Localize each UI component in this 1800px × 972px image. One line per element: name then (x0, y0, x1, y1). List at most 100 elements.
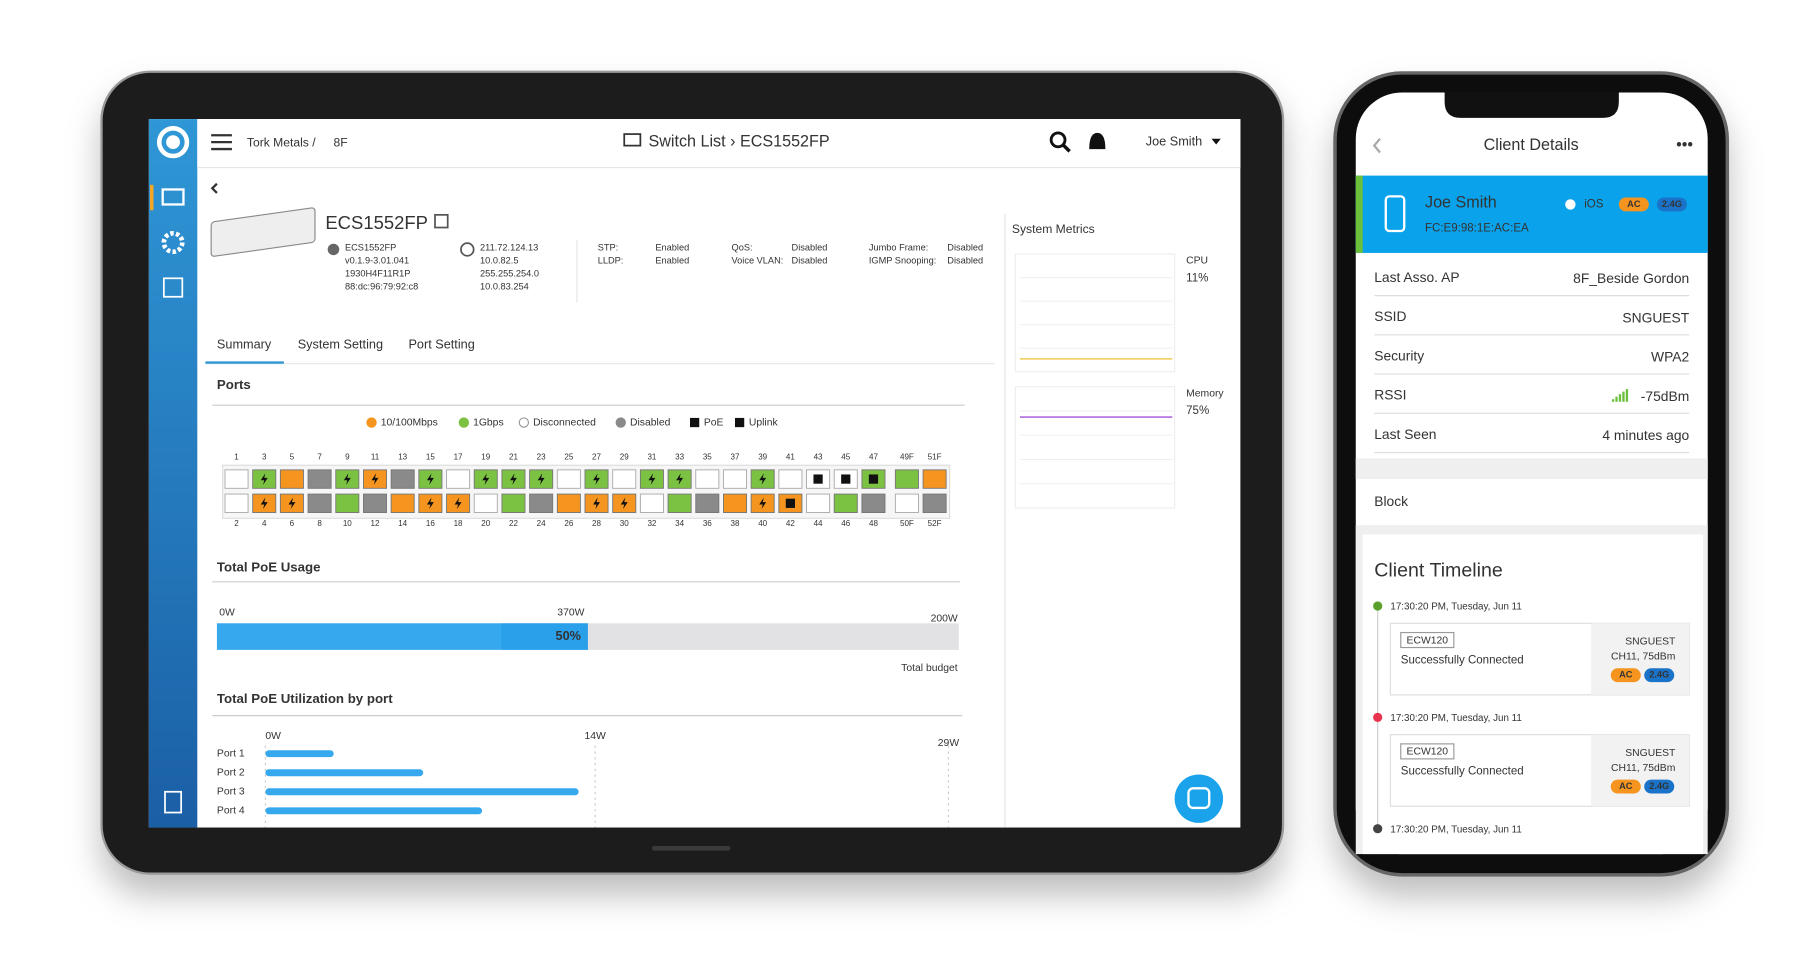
port[interactable] (695, 469, 720, 489)
poe-icon (426, 473, 434, 485)
detail-value: 4 minutes ago (1602, 427, 1689, 443)
badge (1618, 197, 1649, 212)
port-label: Port 1 (217, 748, 245, 759)
port[interactable] (667, 493, 692, 513)
x-tick-label: 29W (938, 738, 960, 749)
section-title: Total PoE Utilization by port (217, 691, 393, 706)
port[interactable] (894, 469, 919, 489)
setting-key: Voice VLAN: (732, 255, 784, 265)
menu-icon[interactable] (211, 134, 232, 151)
device-name[interactable]: ECS1552FP (325, 212, 428, 233)
poe-icon (593, 473, 600, 485)
port-number: 23 (537, 452, 546, 461)
event-card-side (1591, 623, 1690, 695)
tab[interactable]: Summary (217, 338, 272, 352)
port[interactable] (362, 493, 387, 513)
port-number: 7 (317, 452, 322, 461)
monitor-icon[interactable] (161, 188, 185, 206)
port[interactable] (307, 469, 332, 489)
setting-value: Disabled (792, 243, 828, 253)
port[interactable] (612, 469, 637, 489)
device-info: 88:dc:96:79:92:c8 (345, 282, 418, 292)
port[interactable] (390, 493, 415, 513)
building-icon[interactable] (164, 790, 183, 814)
port-number: 40 (758, 519, 767, 528)
phone-icon (1384, 195, 1406, 233)
port-number: 27 (592, 452, 601, 461)
port-number: 46 (841, 519, 850, 528)
port[interactable] (695, 493, 720, 513)
port-number: 45 (841, 452, 850, 461)
port[interactable] (639, 493, 664, 513)
port-number: 25 (564, 452, 573, 461)
poe-icon (260, 473, 268, 485)
port-number: 14 (398, 519, 407, 528)
port[interactable] (390, 469, 415, 489)
port[interactable] (307, 493, 332, 513)
more-icon[interactable]: ••• (1676, 136, 1693, 154)
port-number: 15 (426, 452, 435, 461)
phone-title: Client Details (1484, 136, 1579, 154)
block-action[interactable]: Block (1374, 493, 1408, 509)
tab[interactable]: Port Setting (408, 338, 474, 352)
port-number: 4 (262, 519, 267, 528)
chat-button[interactable] (1174, 774, 1224, 823)
port[interactable] (473, 493, 498, 513)
poe-icon (343, 473, 351, 485)
client-mac: FC:E9:98:1E:AC:EA (1425, 223, 1529, 235)
event-channel: CH11, 75dBm (1611, 763, 1675, 774)
setting-key: QoS: (732, 243, 753, 253)
port[interactable] (446, 469, 471, 489)
client-name: Joe Smith (1425, 194, 1497, 212)
port-number: 12 (371, 519, 380, 528)
tab[interactable]: System Setting (298, 338, 383, 352)
report-icon[interactable] (162, 277, 184, 298)
port-number: 11 (371, 452, 380, 461)
port[interactable] (335, 493, 360, 513)
legend-label: 10/100Mbps (381, 417, 438, 428)
device-info: 1930H4F11R1P (345, 269, 410, 279)
switch-image (210, 207, 316, 257)
section-title: Total PoE Usage (217, 559, 321, 574)
port[interactable] (279, 469, 304, 489)
settings-icon[interactable] (161, 230, 185, 255)
port[interactable] (722, 493, 747, 513)
port[interactable] (806, 493, 831, 513)
port[interactable] (861, 493, 886, 513)
poe-icon (482, 473, 490, 485)
port[interactable] (722, 469, 747, 489)
legend-swatch (615, 417, 626, 428)
detail-key: SSID (1374, 308, 1406, 324)
edit-icon[interactable] (434, 213, 449, 229)
port[interactable] (224, 493, 249, 513)
port[interactable] (778, 469, 803, 489)
phone-back[interactable] (1372, 137, 1381, 154)
back-arrow[interactable] (210, 182, 218, 194)
search-icon[interactable] (1049, 131, 1067, 149)
uplink-icon (868, 474, 879, 484)
port-number: 41 (786, 452, 795, 461)
port-number: 31 (647, 452, 656, 461)
detail-key: Last Asso. AP (1374, 269, 1459, 285)
sidebar (148, 119, 198, 828)
port[interactable] (501, 493, 526, 513)
port-number: 50F (900, 519, 914, 528)
port[interactable] (922, 493, 947, 513)
breadcrumb[interactable]: Tork Metals / (247, 136, 316, 150)
port[interactable] (922, 469, 947, 489)
port[interactable] (529, 493, 554, 513)
port[interactable] (224, 469, 249, 489)
port-number: 3 (262, 452, 267, 461)
user-name[interactable]: Joe Smith (1146, 135, 1202, 149)
bell-icon[interactable] (1089, 132, 1106, 150)
user-caret[interactable] (1211, 138, 1221, 145)
port[interactable] (556, 493, 581, 513)
section-gap (1355, 458, 1708, 480)
port-number: 30 (620, 519, 629, 528)
port[interactable] (833, 493, 858, 513)
legend-label: 1Gbps (473, 417, 504, 428)
port[interactable] (894, 493, 919, 513)
port[interactable] (556, 469, 581, 489)
active-indicator (150, 184, 154, 211)
badge-text: AC (1627, 199, 1641, 209)
